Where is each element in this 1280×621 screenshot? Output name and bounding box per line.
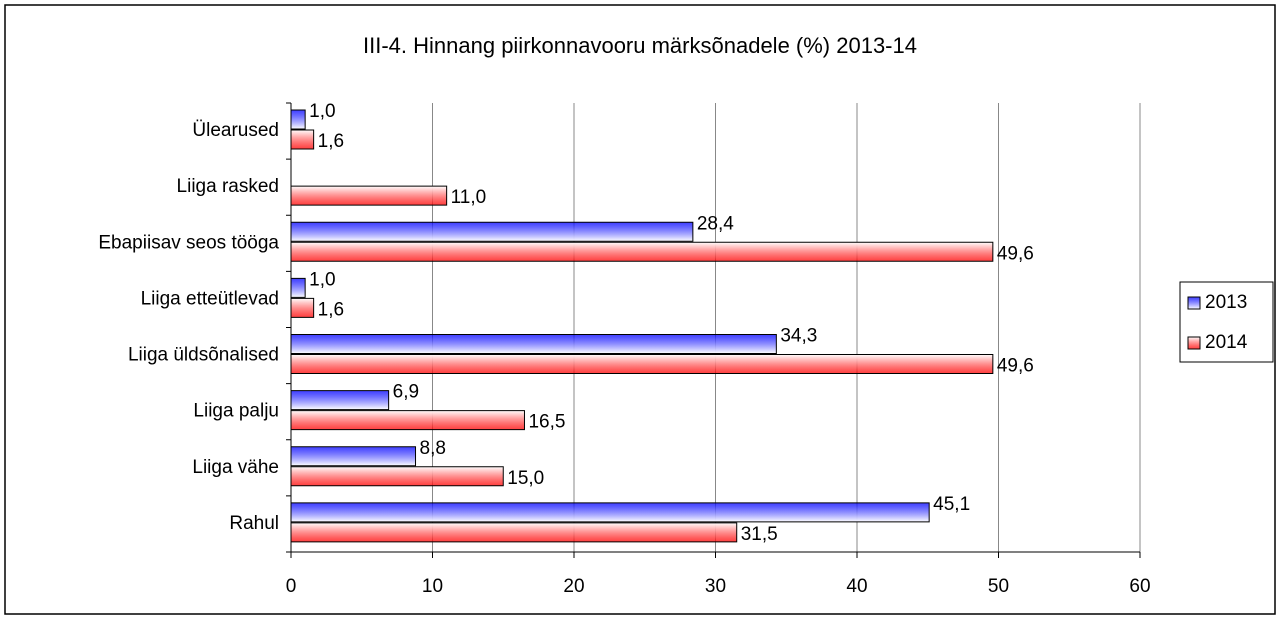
value-label: 49,6 (997, 356, 1034, 377)
value-label: 1,6 (318, 131, 344, 152)
x-tick-label: 30 (705, 576, 726, 597)
y-tick-label: Ebapiisav seos tööga (98, 232, 279, 253)
y-tick-label: Liiga etteütlevad (141, 288, 279, 309)
chart-title: III-4. Hinnang piirkonnavooru märksõnade… (363, 33, 917, 58)
x-tick-label: 60 (1129, 576, 1150, 597)
y-tick-label: Rahul (229, 513, 279, 534)
bar (290, 221, 694, 242)
y-tick-label: Liiga palju (193, 401, 279, 422)
bar (290, 354, 994, 374)
value-label: 1,6 (318, 299, 344, 320)
value-label: 49,6 (997, 243, 1034, 264)
value-label: 34,3 (780, 326, 817, 347)
bar (290, 522, 738, 543)
y-tick-label: Ülearused (192, 120, 279, 141)
legend-label: 2013 (1205, 292, 1247, 313)
bar (290, 334, 777, 354)
bar (290, 185, 448, 206)
legend-swatch (1187, 296, 1201, 310)
value-label: 6,9 (393, 382, 419, 403)
value-label: 45,1 (933, 494, 970, 515)
value-label: 16,5 (528, 412, 565, 433)
x-tick-label: 40 (846, 576, 867, 597)
bar (290, 297, 315, 318)
bar (290, 129, 315, 150)
bar (290, 109, 306, 130)
y-tick-label: Liiga rasked (177, 176, 279, 197)
bar (290, 277, 306, 298)
x-tick-label: 0 (286, 576, 297, 597)
x-tick-label: 10 (422, 576, 443, 597)
value-label: 15,0 (507, 468, 544, 489)
bar (290, 466, 504, 487)
value-label: 11,0 (451, 187, 487, 208)
value-label: 8,8 (420, 438, 446, 459)
x-tick-label: 50 (988, 576, 1009, 597)
value-label: 1,0 (309, 101, 335, 122)
bar (290, 446, 417, 467)
x-tick-label: 20 (563, 576, 584, 597)
bar (290, 390, 390, 411)
value-label: 28,4 (697, 213, 734, 234)
legend-label: 2014 (1205, 332, 1248, 353)
bar (290, 410, 525, 431)
bar (290, 241, 994, 262)
bar (290, 502, 930, 523)
value-label: 31,5 (741, 524, 778, 545)
y-tick-label: Liiga üldsõnalised (128, 345, 279, 366)
value-label: 1,0 (309, 269, 335, 290)
y-tick-label: Liiga vähe (192, 457, 279, 478)
legend-swatch (1187, 336, 1201, 350)
